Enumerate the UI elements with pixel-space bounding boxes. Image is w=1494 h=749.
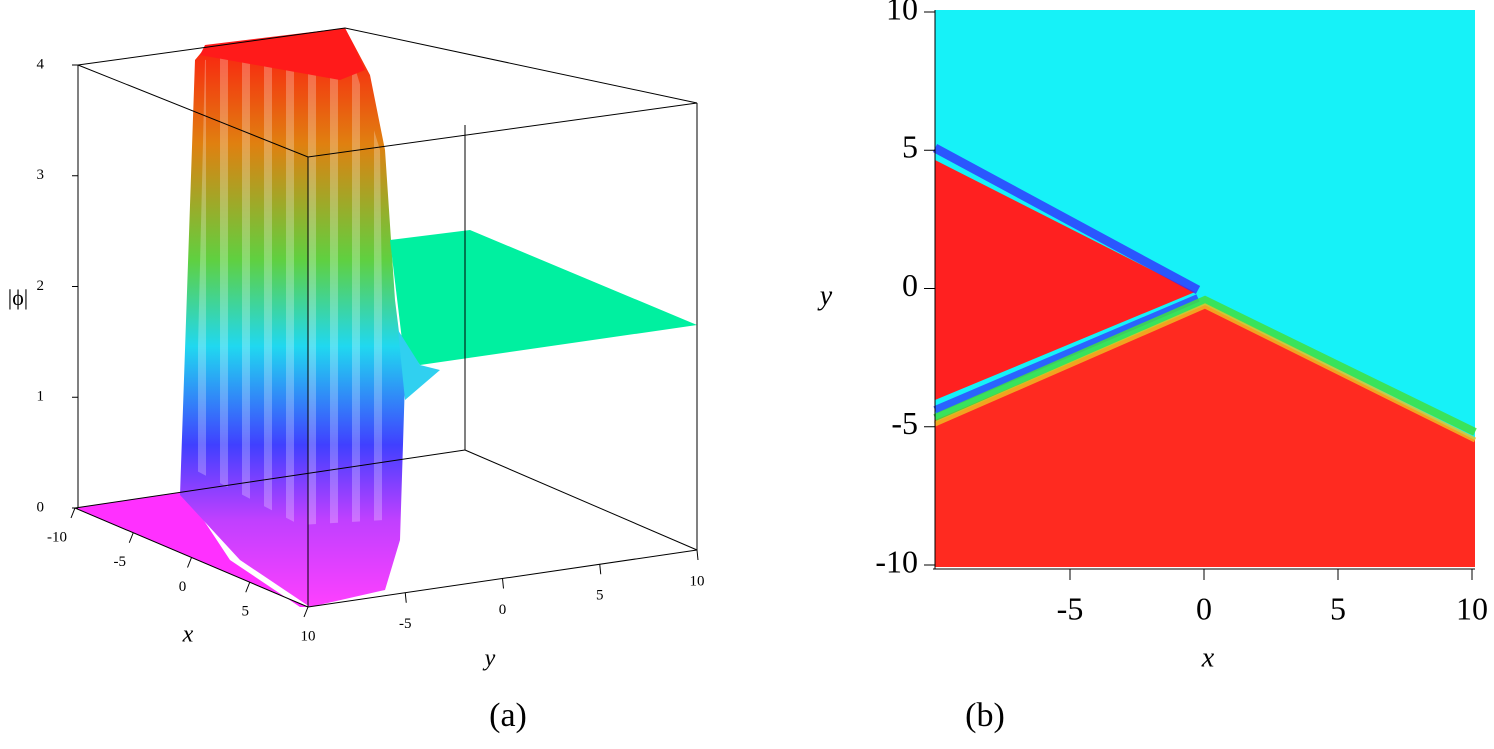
y-tick-label: -5 [891,405,918,441]
y-tick-label: 0 [902,267,918,303]
plateau-surface [390,230,697,365]
density-panel [932,10,1477,567]
x-tick-label: 0 [1196,590,1212,626]
x-tick [303,606,309,618]
x-axis-label: x [182,622,194,648]
z-tick-label: 3 [37,167,45,183]
z-tick-label: 1 [37,389,45,405]
x-axis-label: x [1201,642,1215,673]
z-tick-label: 0 [37,499,45,515]
x-tick-label: 5 [1330,590,1346,626]
panel-label: (a) [489,697,527,734]
y-axis-label: y [817,280,833,311]
region-lower [935,305,1475,567]
x-tick [245,582,251,593]
y-tick-label: 5 [902,129,918,165]
y-tick-label: -5 [399,616,412,632]
z-axis-label: |ϕ| [8,285,28,310]
panel-label: (b) [965,697,1005,734]
y-tick-label: 0 [499,602,507,618]
z-tick-label: 2 [37,278,45,294]
x-tick-label: -10 [47,529,67,545]
y-tick [599,564,602,575]
front-line [933,294,1200,414]
x-tick-label: 10 [1456,590,1488,626]
x-tick-label: -5 [1057,590,1084,626]
x-tick [128,532,134,543]
surface-panel [74,27,698,608]
top-surface [200,28,365,80]
front-line [933,295,1477,436]
y-tick-label: -10 [875,543,918,579]
z-tick-label: 4 [37,56,45,72]
x-tick-label: 0 [179,579,187,595]
region-upper-left [935,160,1195,400]
y-tick [502,578,504,589]
floor-surface [75,492,308,607]
y-tick-label: 5 [596,588,604,604]
plateau-edge [398,330,440,400]
x-tick-label: -5 [114,554,127,570]
x-tick-label: 5 [242,604,250,620]
x-tick [70,507,76,519]
wall-stripes [195,35,385,525]
y-tick-label: 10 [690,573,705,589]
front-line [933,303,1477,443]
x-tick [187,557,192,568]
y-tick [404,592,407,603]
y-tick-label: 10 [886,0,918,26]
y-axis-label: y [483,646,496,672]
front-line [932,144,1201,294]
y-tick [696,549,699,561]
x-tick-label: 10 [301,628,316,644]
